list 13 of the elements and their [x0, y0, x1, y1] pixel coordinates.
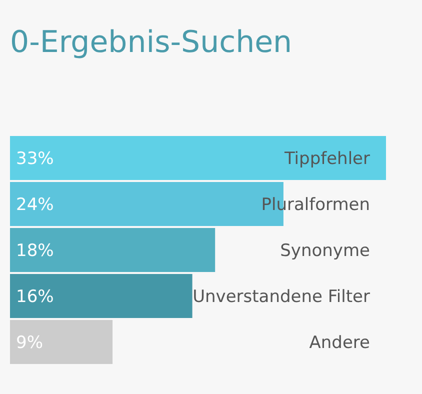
y-tick-label: Andere — [309, 332, 370, 353]
bar — [10, 274, 192, 318]
y-tick-label: Unverstandene Filter — [192, 286, 370, 307]
y-tick-label: Synonyme — [280, 240, 370, 261]
bar — [10, 228, 216, 272]
data-label: 18% — [16, 240, 54, 261]
bar — [10, 136, 386, 180]
y-tick-label: Tippfehler — [283, 148, 370, 169]
data-label: 16% — [16, 286, 54, 307]
data-label: 33% — [16, 148, 54, 169]
chart-title: 0-Ergebnis-Suchen — [10, 25, 292, 60]
bar — [10, 320, 113, 364]
data-label: 24% — [16, 194, 54, 215]
